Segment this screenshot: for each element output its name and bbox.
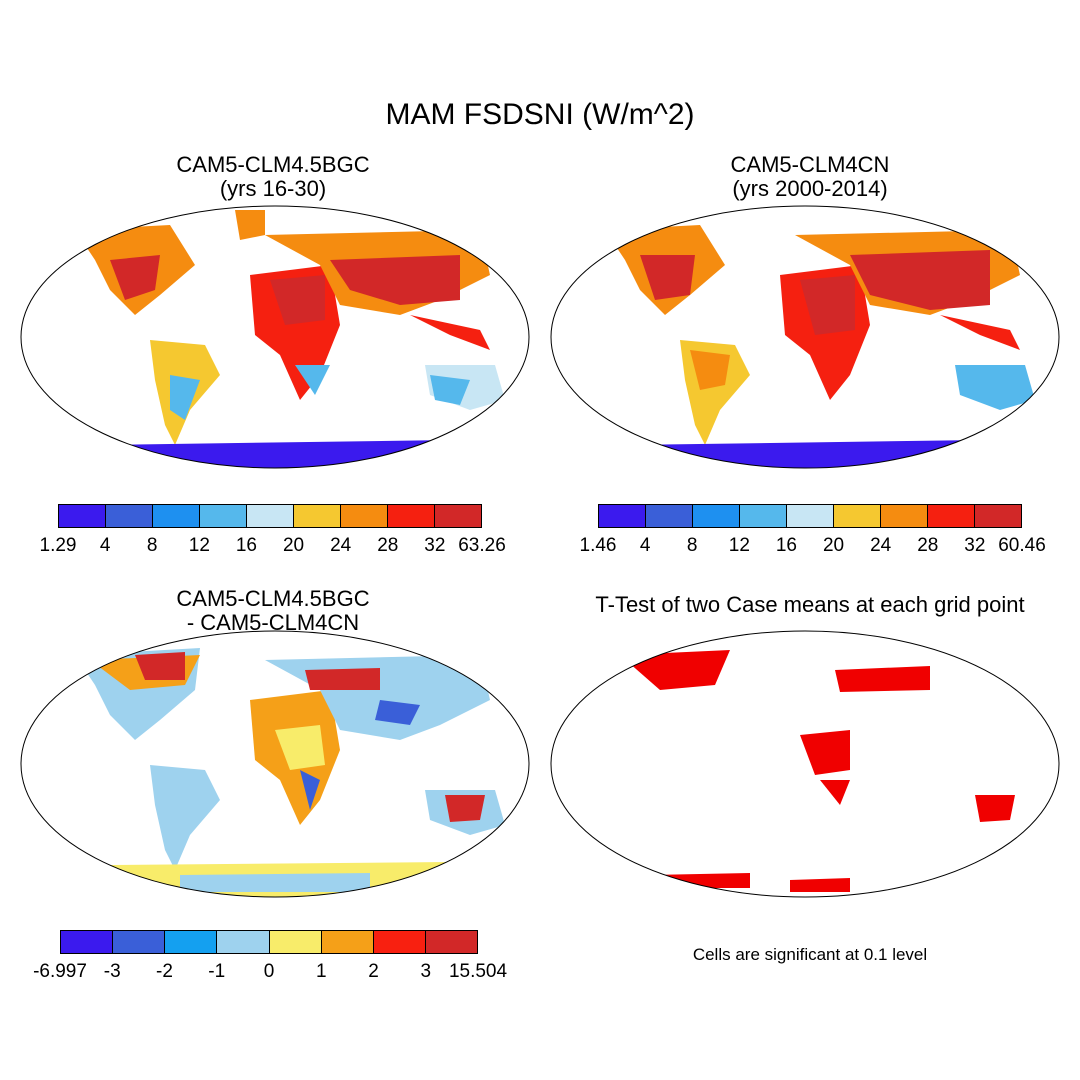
colorbar-swatch [294, 505, 341, 527]
colorbar-tick-label: 20 [282, 535, 305, 556]
colorbar-tick-label: 1 [315, 961, 327, 982]
colorbar-swatch [269, 931, 322, 953]
colorbar-tick-label: 12 [188, 535, 210, 556]
colorbar-tick-label: 63.26 [458, 535, 506, 556]
colorbar-swatch [165, 931, 218, 953]
colorbar-swatch [373, 931, 426, 953]
panel1-colorbar [58, 504, 482, 528]
panel2-colorbar [598, 504, 1022, 528]
panel3-title: CAM5-CLM4.5BGC - CAM5-CLM4CN [113, 587, 433, 635]
panel2-colorbar-labels: 1.46 4 8 12 16 20 24 28 32 60.46 [580, 535, 1046, 559]
colorbar-swatch [153, 505, 200, 527]
panel1-title: CAM5-CLM4.5BGC (yrs 16-30) [113, 153, 433, 201]
colorbar-tick-label: -3 [103, 961, 121, 982]
panel3-title-line1: CAM5-CLM4.5BGC [176, 586, 370, 611]
panel1-title-line2: (yrs 16-30) [219, 176, 327, 201]
colorbar-tick-label: 12 [728, 535, 750, 556]
panel2-title-line2: (yrs 2000-2014) [732, 176, 888, 201]
significance-note: Cells are significant at 0.1 level [692, 945, 928, 964]
colorbar-tick-label: 1.29 [39, 535, 77, 556]
colorbar-swatch [881, 505, 928, 527]
colorbar-tick-label: 1.46 [579, 535, 617, 556]
panel3-map [20, 630, 530, 898]
colorbar-swatch [200, 505, 247, 527]
colorbar-tick-label: 4 [639, 535, 651, 556]
colorbar-tick-label: 32 [964, 535, 986, 556]
colorbar-swatch [113, 931, 166, 953]
colorbar-tick-label: 4 [99, 535, 111, 556]
colorbar-swatch [388, 505, 435, 527]
colorbar-tick-label: 16 [775, 535, 798, 556]
colorbar-swatch [217, 931, 270, 953]
colorbar-tick-label: -2 [156, 961, 173, 982]
colorbar-swatch [435, 505, 481, 527]
panel1-colorbar-labels: 1.29 4 8 12 16 20 24 28 32 63.26 [40, 535, 506, 559]
panel3-title-line2: - CAM5-CLM4CN [186, 610, 360, 635]
panel2-title: CAM5-CLM4CN (yrs 2000-2014) [650, 153, 970, 201]
colorbar-tick-label: 24 [330, 535, 352, 556]
colorbar-swatch [106, 505, 153, 527]
colorbar-swatch [787, 505, 834, 527]
colorbar-swatch [425, 931, 477, 953]
colorbar-tick-label: 3 [420, 961, 432, 982]
figure-title: MAM FSDSNI (W/m^2) [385, 98, 695, 131]
colorbar-tick-label: 16 [235, 535, 258, 556]
panel1-title-line1: CAM5-CLM4.5BGC [176, 152, 370, 177]
panel4-title: T-Test of two Case means at each grid po… [595, 592, 1025, 617]
colorbar-swatch [975, 505, 1021, 527]
colorbar-tick-label: 28 [917, 535, 939, 556]
colorbar-tick-label: 2 [368, 961, 379, 982]
colorbar-tick-label: -6.997 [33, 961, 87, 982]
colorbar-tick-label: 0 [263, 961, 275, 982]
colorbar-swatch [740, 505, 787, 527]
colorbar-tick-label: 8 [146, 535, 158, 556]
colorbar-swatch [928, 505, 975, 527]
colorbar-swatch [341, 505, 388, 527]
panel1-map [20, 205, 530, 469]
panel3-colorbar [60, 930, 478, 954]
colorbar-tick-label: 60.46 [998, 535, 1046, 556]
colorbar-tick-label: 8 [686, 535, 698, 556]
colorbar-tick-label: 28 [377, 535, 399, 556]
colorbar-swatch [321, 931, 374, 953]
colorbar-swatch [834, 505, 881, 527]
colorbar-swatch [247, 505, 294, 527]
colorbar-tick-label: -1 [208, 961, 226, 982]
panel3-colorbar-labels: -6.997 -3 -2 -1 0 1 2 3 15.504 [33, 961, 507, 985]
colorbar-tick-label: 24 [870, 535, 892, 556]
colorbar-swatch [61, 931, 114, 953]
panel4-map [550, 630, 1060, 898]
colorbar-swatch [599, 505, 646, 527]
colorbar-tick-label: 15.504 [448, 961, 508, 982]
colorbar-swatch [693, 505, 740, 527]
colorbar-tick-label: 20 [822, 535, 845, 556]
panel2-title-line1: CAM5-CLM4CN [730, 152, 890, 177]
colorbar-swatch [59, 505, 106, 527]
colorbar-tick-label: 32 [424, 535, 446, 556]
panel2-map [550, 205, 1060, 469]
colorbar-swatch [646, 505, 693, 527]
